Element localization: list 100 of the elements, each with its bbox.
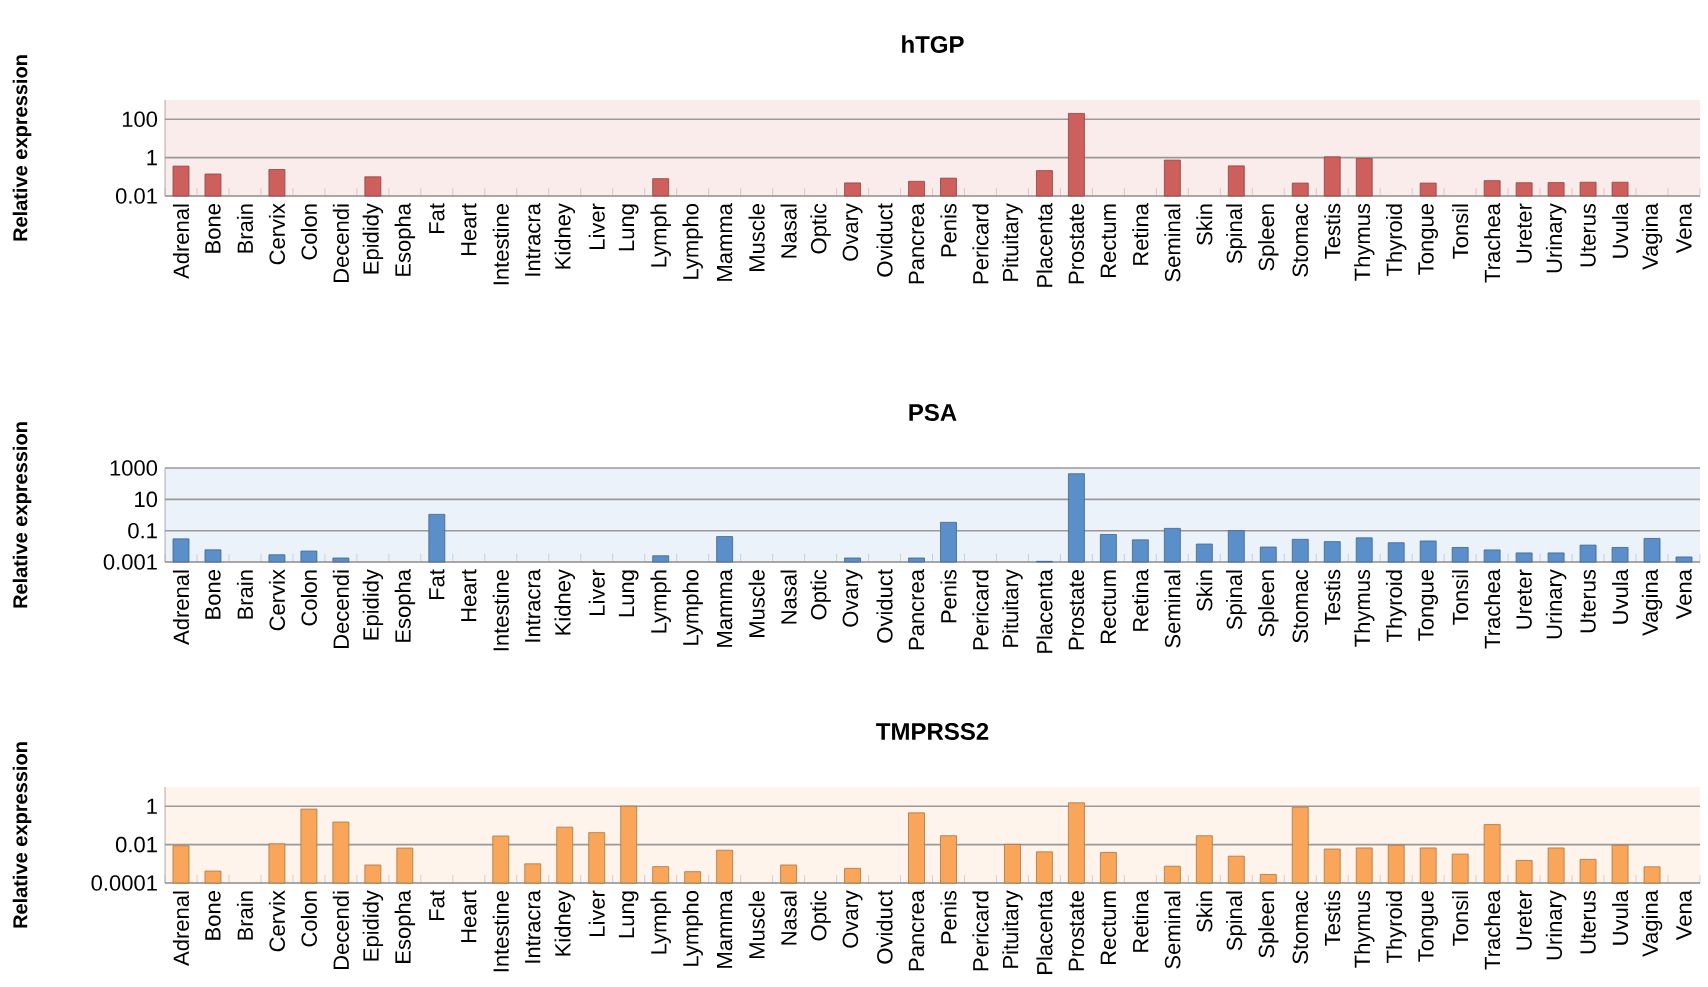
x-tick-label: Intracra bbox=[525, 569, 541, 642]
x-tick-label: Kidney bbox=[554, 890, 575, 956]
x-tick-label: Bone bbox=[205, 570, 221, 619]
x-tick-label: Uvula bbox=[1611, 890, 1629, 945]
y-tick-label: 0.0001 bbox=[91, 875, 157, 891]
x-tick-label: Intracra bbox=[525, 203, 541, 276]
x-tick-label: Fat bbox=[429, 890, 445, 921]
x-tick-label: Prostate bbox=[1068, 891, 1085, 971]
x-tick-label: Ureter bbox=[1516, 203, 1532, 263]
y-tick-label: 1 bbox=[147, 798, 157, 814]
x-tick-label: Bone bbox=[205, 891, 221, 940]
x-tick-label: Colon bbox=[300, 891, 317, 947]
x-tick-label: Ureter bbox=[1516, 890, 1532, 950]
x-tick-label: Urinary bbox=[1545, 569, 1567, 639]
x-tick-label: Testis bbox=[1324, 203, 1341, 259]
x-tick-label: Placenta bbox=[1036, 203, 1053, 287]
y-axis-title: Relative expression bbox=[12, 742, 32, 928]
chart-title: hTGP bbox=[902, 35, 964, 53]
x-tick-label: Liver bbox=[588, 890, 605, 936]
x-tick-label: Heart bbox=[461, 569, 477, 622]
x-tick-label: Adrenal bbox=[172, 891, 190, 966]
x-tick-label: Kidney bbox=[554, 203, 575, 269]
y-tick-label: 1 bbox=[147, 150, 157, 166]
x-tick-label: Liver bbox=[588, 569, 605, 615]
x-tick-label: Pericard bbox=[972, 891, 989, 971]
x-tick-label: Pericard bbox=[972, 204, 989, 284]
x-tick-label: Liver bbox=[588, 203, 605, 249]
x-tick-label: Colon bbox=[300, 570, 317, 626]
x-tick-label: Placenta bbox=[1036, 890, 1053, 974]
x-tick-label: Optic bbox=[810, 569, 831, 620]
x-tick-label: Rectum bbox=[1100, 891, 1117, 965]
x-tick-label: Tonsil bbox=[1452, 204, 1469, 259]
x-tick-label: Thyroid bbox=[1385, 204, 1407, 276]
x-tick-label: Trachea bbox=[1484, 203, 1501, 283]
x-tick-label: Nasal bbox=[780, 570, 797, 624]
x-tick-label: Pituitary bbox=[1002, 569, 1023, 647]
x-tick-label: Skin bbox=[1196, 891, 1213, 932]
x-tick-label: Mamma bbox=[716, 203, 733, 281]
x-tick-label: Skin bbox=[1196, 570, 1213, 611]
y-tick-label: 1000 bbox=[110, 460, 158, 476]
x-tick-label: Cervix bbox=[268, 890, 286, 952]
x-tick-label: Ureter bbox=[1516, 569, 1532, 629]
x-tick-label: Decendi bbox=[332, 891, 349, 969]
x-tick-label: Cervix bbox=[268, 569, 286, 631]
x-tick-label: Nasal bbox=[780, 204, 797, 258]
x-tick-label: Tongue bbox=[1418, 204, 1439, 275]
y-tick-label: 10 bbox=[135, 491, 158, 508]
x-tick-label: Stomac bbox=[1292, 569, 1309, 643]
x-tick-label: Intracra bbox=[525, 890, 541, 963]
x-tick-label: Spinal bbox=[1226, 570, 1247, 630]
x-tick-label: Heart bbox=[461, 890, 477, 943]
x-tick-label: Pituitary bbox=[1002, 890, 1023, 968]
x-tick-label: Uterus bbox=[1580, 569, 1596, 633]
x-tick-label: Lung bbox=[618, 891, 639, 938]
x-tick-label: Intestine bbox=[492, 204, 509, 285]
x-tick-label: Brain bbox=[236, 570, 254, 619]
x-tick-label: Seminal bbox=[1164, 891, 1181, 969]
x-tick-label: Esopha bbox=[394, 203, 416, 276]
x-tick-label: Thyroid bbox=[1385, 570, 1407, 642]
x-tick-label: Stomac bbox=[1292, 890, 1309, 964]
x-tick-label: Spinal bbox=[1226, 891, 1247, 951]
x-tick-label: Oviduct bbox=[876, 569, 893, 643]
x-tick-label: Tongue bbox=[1418, 891, 1439, 962]
x-tick-label: Penis bbox=[940, 890, 957, 944]
x-tick-label: Ovary bbox=[842, 203, 863, 261]
y-axis-title: Relative expression bbox=[12, 55, 32, 241]
x-tick-label: Placenta bbox=[1036, 569, 1053, 653]
x-tick-label: Lymph bbox=[650, 891, 671, 954]
x-tick-label: Nasal bbox=[780, 891, 797, 945]
x-tick-label: Bone bbox=[205, 204, 221, 253]
x-tick-label: Retina bbox=[1132, 569, 1149, 631]
x-tick-label: Seminal bbox=[1164, 204, 1181, 282]
x-tick-label: Epididy bbox=[362, 203, 384, 274]
x-tick-label: Pericard bbox=[972, 570, 989, 650]
x-tick-label: Ovary bbox=[842, 890, 863, 948]
x-tick-label: Brain bbox=[236, 891, 254, 940]
x-tick-label: Cervix bbox=[268, 203, 286, 265]
y-axis-title: Relative expression bbox=[12, 422, 32, 608]
x-tick-label: Lymph bbox=[650, 204, 671, 267]
x-tick-label: Trachea bbox=[1484, 890, 1501, 970]
x-tick-label: Optic bbox=[810, 890, 831, 941]
x-tick-label: Vagina bbox=[1641, 890, 1663, 957]
x-tick-label: Urinary bbox=[1545, 203, 1567, 273]
x-tick-label: Rectum bbox=[1100, 204, 1117, 278]
y-tick-label: 0.1 bbox=[128, 522, 157, 539]
x-tick-label: Testis bbox=[1324, 890, 1341, 946]
x-tick-label: Spleen bbox=[1258, 570, 1279, 637]
x-tick-label: Uvula bbox=[1611, 203, 1629, 258]
y-tick-label: 0.001 bbox=[103, 554, 157, 570]
x-tick-label: Spleen bbox=[1258, 891, 1279, 958]
x-tick-label: Thymus bbox=[1353, 890, 1375, 968]
x-tick-label: Decendi bbox=[332, 204, 349, 282]
x-tick-label: Lung bbox=[618, 570, 639, 617]
x-tick-label: Lympho bbox=[682, 204, 703, 279]
x-tick-label: Spinal bbox=[1226, 204, 1247, 264]
x-tick-label: Pancrea bbox=[908, 890, 925, 971]
x-tick-label: Fat bbox=[429, 569, 445, 600]
x-tick-label: Kidney bbox=[554, 569, 575, 635]
x-tick-label: Tonsil bbox=[1452, 891, 1469, 946]
x-tick-label: Thymus bbox=[1353, 569, 1375, 647]
